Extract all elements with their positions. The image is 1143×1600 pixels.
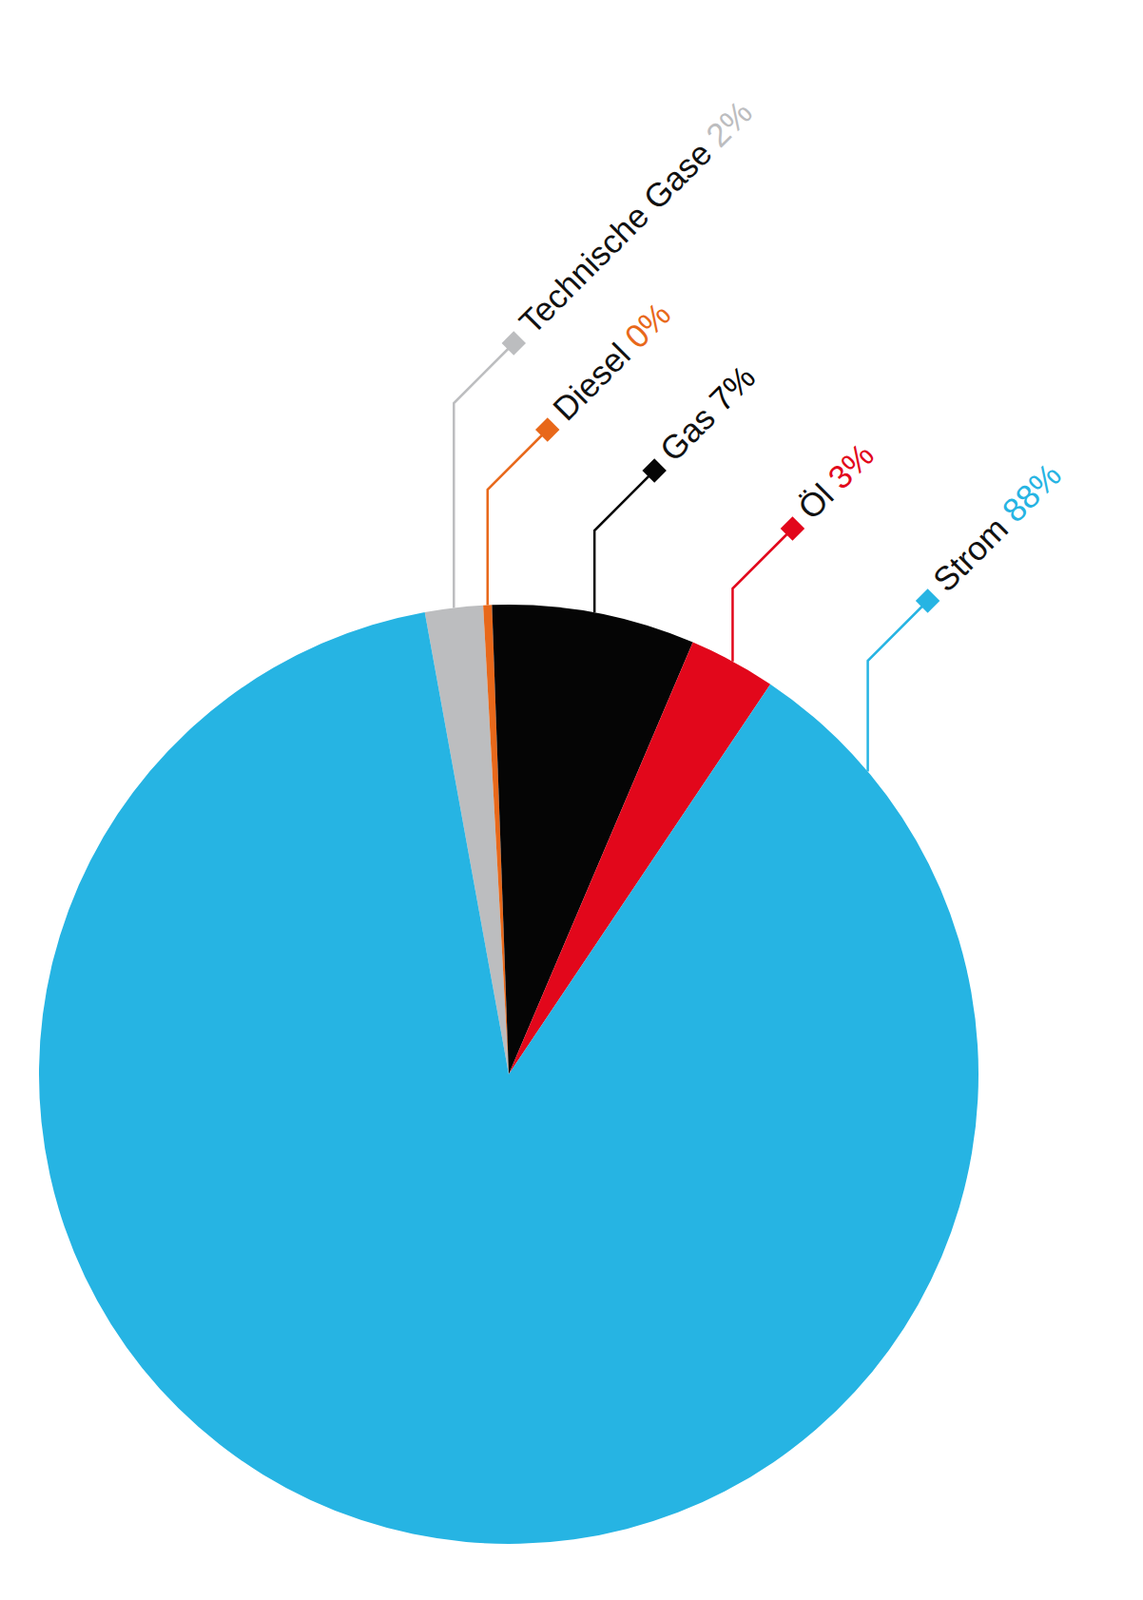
slice-label: Technische Gase 2% [511,93,759,341]
leader-line [453,343,514,608]
slice-label: Öl 3% [790,436,881,527]
slices [38,604,979,1545]
leader-marker [915,588,940,613]
leader-marker [780,516,805,541]
slice-value-label: 3% [820,436,881,497]
slice-label: Strom 88% [925,455,1068,599]
slice-value-label: 2% [698,93,759,154]
pie-slice [38,612,979,1545]
leader-line [594,470,655,613]
leader-line [732,528,793,662]
leader-line [868,600,929,772]
leader-marker [502,330,526,355]
slice-label: Gas 7% [652,358,763,469]
slice-value-label: 88% [994,455,1068,529]
labels: Technische Gase 2%Diesel 0%Gas 7% Öl 3% St… [453,93,1068,772]
slice-value-label: 0% [617,294,678,355]
slice-value-label: 7% [701,358,762,419]
leader-marker [535,417,560,442]
leader-marker [641,458,666,483]
chart: Technische Gase 2%Diesel 0%Gas 7% Öl 3% St… [0,0,1143,1600]
slice-label: Diesel 0% [545,294,679,427]
leader-line [487,429,548,606]
